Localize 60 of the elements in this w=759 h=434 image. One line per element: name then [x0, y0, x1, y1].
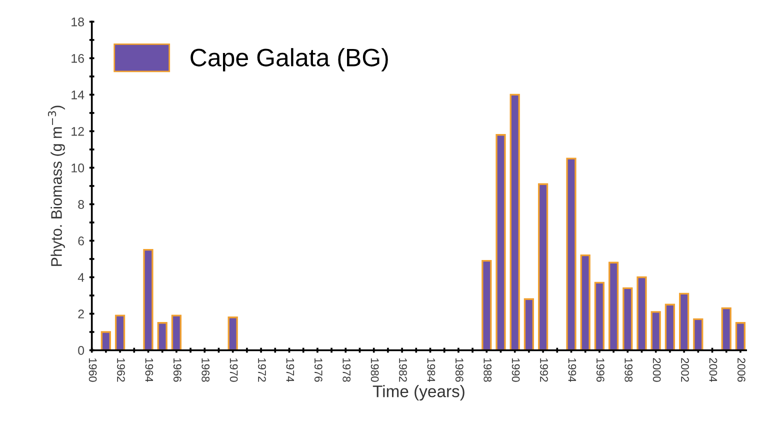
x-tick-label: 2004 — [709, 358, 718, 382]
x-tick-label: 1992 — [540, 358, 548, 382]
x-tick-label: 1968 — [202, 358, 210, 382]
x-tick-label: 1986 — [455, 358, 464, 382]
bar — [693, 318, 704, 350]
bar — [650, 311, 661, 350]
x-tick-label: 2002 — [681, 358, 689, 382]
bar — [622, 287, 633, 350]
x-tick-label: 1988 — [484, 358, 492, 382]
x-axis-title: Time (years) — [372, 385, 464, 401]
y-tick-label: 10 — [72, 164, 84, 172]
y-tick-label: 6 — [78, 236, 84, 246]
x-tick-label: 1980 — [370, 358, 379, 382]
y-axis-title: Phyto. Biomass (g m$^{−3}$) — [48, 106, 65, 266]
legend-label: Cape Galata (BG) — [190, 48, 388, 72]
bar — [678, 292, 690, 350]
x-tick-label: 1982 — [399, 358, 407, 382]
y-tick-label: 0 — [78, 346, 84, 355]
y-tick-label: 14 — [72, 90, 84, 100]
y-tick-label: 12 — [72, 127, 84, 136]
y-tick-label: 16 — [72, 54, 84, 63]
bar — [143, 249, 154, 350]
x-tick-label: 1970 — [230, 358, 238, 382]
bar — [100, 331, 112, 350]
x-tick-label: 1984 — [427, 358, 436, 382]
x-tick-label: 1976 — [314, 358, 322, 382]
bar — [157, 322, 168, 350]
x-tick-label: 1998 — [624, 358, 633, 382]
x-tick-label: 1960 — [88, 358, 97, 382]
bar — [735, 322, 746, 350]
y-tick-label: 18 — [72, 18, 84, 26]
x-tick-label: 1996 — [596, 358, 604, 382]
bar — [608, 262, 619, 350]
bar — [721, 307, 732, 350]
bar — [228, 316, 238, 350]
bar — [580, 254, 590, 350]
bar — [636, 276, 647, 350]
bar — [566, 158, 576, 350]
bar — [482, 260, 492, 350]
bar — [510, 94, 520, 350]
bar — [524, 298, 534, 350]
x-tick-label: 1964 — [145, 358, 154, 382]
x-tick-label: 2000 — [652, 358, 661, 382]
x-tick-label: 2006 — [737, 358, 746, 382]
x-tick-label: 1994 — [568, 358, 576, 382]
y-tick-label: 4 — [78, 273, 84, 282]
x-tick-label: 1972 — [258, 358, 266, 382]
x-tick-label: 1990 — [512, 358, 520, 382]
x-tick-label: 1974 — [286, 358, 294, 382]
bar — [594, 282, 605, 350]
y-tick-label: 8 — [78, 200, 84, 209]
bar — [538, 183, 548, 350]
bar — [664, 304, 676, 350]
bar — [496, 134, 506, 350]
x-tick-label: 1978 — [342, 358, 351, 382]
bar — [114, 314, 126, 350]
bar — [171, 314, 182, 350]
x-tick-label: 1966 — [173, 358, 182, 382]
y-tick-label: 2 — [78, 310, 84, 318]
x-tick-label: 1962 — [117, 358, 125, 382]
